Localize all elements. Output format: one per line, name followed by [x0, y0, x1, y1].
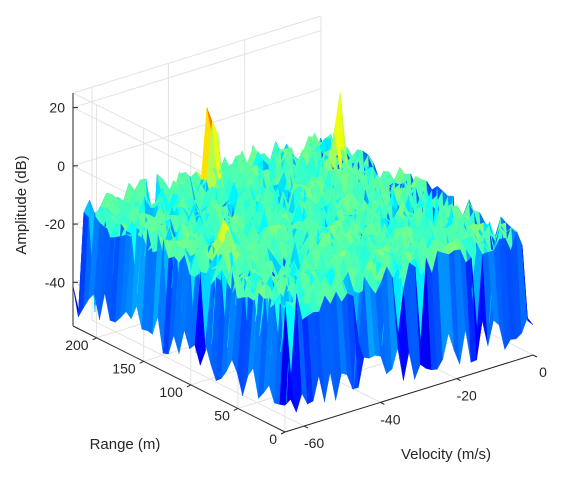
surface-patch: [521, 244, 534, 325]
grid-line: [91, 319, 305, 427]
x-axis-line: [284, 354, 534, 433]
x-axis-label: Velocity (m/s): [401, 446, 491, 463]
y-tick-mark: [280, 431, 286, 435]
y-axis-label: Range (m): [90, 436, 161, 453]
grid-line: [72, 15, 322, 94]
grid-line: [72, 30, 322, 109]
y-tick-label: 200: [65, 337, 89, 353]
x-tick-mark: [456, 378, 461, 382]
y-tick-mark: [139, 360, 144, 364]
y-tick-mark: [186, 384, 192, 388]
axes: [72, 93, 534, 433]
tick-labels: -60 -40 -20 0 0 50 100 150 200 -40 -20 0 20: [45, 100, 547, 452]
x-tick-mark: [380, 401, 385, 405]
z-axis-label: Amplitude (dB): [13, 155, 30, 254]
x-tick-label: 0: [539, 364, 547, 380]
x-tick-mark: [303, 425, 309, 429]
y-tick-label: 0: [269, 431, 277, 447]
y-axis-line: [72, 325, 286, 433]
y-tick-label: 150: [112, 360, 136, 376]
y-tick-mark: [92, 337, 97, 341]
y-tick-mark: [233, 407, 239, 411]
z-tick-label: -40: [45, 274, 65, 290]
x-tick-mark: [532, 354, 538, 358]
y-tick-label: 100: [159, 384, 183, 400]
x-tick-label: -40: [380, 411, 400, 427]
z-tick-label: 0: [57, 158, 65, 174]
x-tick-label: -20: [457, 388, 477, 404]
surface-mesh: [72, 92, 534, 413]
y-tick-label: 50: [214, 407, 230, 423]
grid-line: [72, 88, 322, 167]
x-tick-label: -60: [304, 435, 324, 451]
z-tick-label: -20: [45, 216, 65, 232]
z-tick-label: 20: [49, 100, 65, 116]
